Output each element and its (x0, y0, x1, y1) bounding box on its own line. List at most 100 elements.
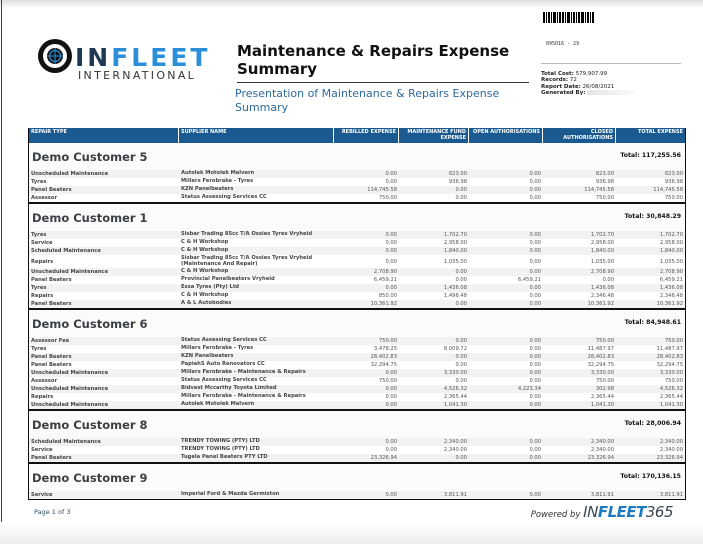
cell-closed-authorisations: 2,340.00 (590, 439, 614, 446)
customer-name: Demo Customer 8 (32, 417, 148, 432)
cell-maintenance-fund-expense: 0.00 (455, 455, 467, 462)
brand-fleet: FLEET (597, 503, 647, 521)
cell-maintenance-fund-expense: 2,340.00 (443, 439, 467, 446)
col-total-expense: TOTAL EXPENSE (637, 129, 683, 135)
cell-maintenance-fund-expense: 1,436.08 (443, 285, 467, 292)
cell-closed-authorisations: 750.00 (595, 378, 614, 385)
generated-by-redacted (587, 89, 636, 95)
cell-repair-type: Tyres (31, 346, 47, 353)
cell-closed-authorisations: 823.00 (595, 171, 614, 177)
cell-maintenance-fund-expense: 3,330.00 (443, 370, 467, 377)
cell-open-authorisations: 4,223.34 (517, 386, 541, 393)
cell-closed-authorisations: 2,340.00 (590, 447, 614, 454)
cell-total-expense: 4,526.32 (659, 386, 683, 393)
cell-total-expense: 1,035.00 (659, 258, 683, 265)
cell-supplier-name: Autolek Motolek Malvern (181, 401, 255, 408)
cell-rebilled-expense: 23,326.94 (370, 455, 397, 462)
title-block: Maintenance & Repairs Expense Summary Pr… (235, 42, 537, 114)
total-cost-label: Total Cost: (541, 71, 574, 77)
cell-open-authorisations: 0.00 (529, 346, 541, 353)
cell-total-expense: 936.98 (664, 179, 683, 185)
cell-rebilled-expense: 0.00 (385, 285, 397, 292)
table-row: Repairs Millers Ferobrake - Maintenance &… (29, 393, 685, 401)
cell-closed-authorisations: 28,402.83 (587, 354, 614, 361)
expense-table: REPAIR TYPE SUPPLIER NAME REBILLED EXPEN… (28, 128, 686, 501)
cell-open-authorisations: 0.00 (529, 492, 541, 499)
cell-closed-authorisations: 0.00 (602, 277, 614, 284)
cell-maintenance-fund-expense: 8,009.72 (443, 346, 467, 353)
cell-closed-authorisations: 1,041.30 (590, 402, 614, 409)
cell-repair-type: Panel Beaters (31, 187, 72, 193)
col-open-authorisations: OPEN AUTHORISATIONS (469, 128, 543, 143)
cell-supplier-name: Status Assessing Services CC (181, 377, 267, 384)
brand-in: IN (583, 503, 598, 521)
cell-closed-authorisations: 2,346.48 (590, 293, 614, 300)
cell-total-expense: 2,708.90 (659, 269, 683, 276)
cell-rebilled-expense: 0.00 (385, 258, 397, 265)
powered-by: Powered by INFLEET365 (531, 503, 674, 521)
cell-repair-type: Repairs (31, 394, 54, 401)
cell-repair-type: Unscheduled Maintenance (31, 171, 109, 177)
cell-maintenance-fund-expense: 823.00 (448, 171, 467, 177)
cell-supplier-name: Tugela Panel Beaters PTY LTD (181, 454, 268, 461)
cell-closed-authorisations: 11,487.97 (587, 346, 614, 353)
report-date-value: 26/08/2021 (582, 83, 615, 90)
table-row: Repairs C & H Workshop 850.00 1,496.48 0.00 2… (29, 292, 685, 300)
table-row: Tyres Millers Ferobrake - Tyres 0.00 936.98… (29, 178, 685, 186)
table-row: Service TRENDY TOWING (PTY) LTD 0.00 2,340.… (29, 446, 685, 454)
cell-total-expense: 823.00 (664, 171, 683, 177)
customer-rows: Scheduled Maintenance TRENDY TOWING (PTY)… (29, 438, 685, 463)
records-label: Records: (541, 77, 569, 84)
cell-rebilled-expense: 32,294.75 (370, 362, 397, 369)
cell-repair-type: Tyres (31, 232, 47, 238)
cell-open-authorisations: 0.00 (529, 248, 541, 254)
cell-rebilled-expense: 0.00 (385, 402, 397, 409)
cell-supplier-name: Millers Ferobrake - Maintenance & Repair… (181, 393, 306, 400)
table-row: Tyres Essa Tyres (Pty) Ltd 0.00 1,436.08 0.0… (29, 284, 685, 293)
cell-supplier-name: C & H Workshop (181, 268, 229, 275)
cell-supplier-name: Provincial Panelbeaters Vryheid (181, 276, 275, 283)
cell-maintenance-fund-expense: 1,496.48 (443, 293, 467, 300)
report-meta: Total Cost: 579,907.99 Records: 72 Repor… (541, 63, 681, 96)
cell-maintenance-fund-expense: 0.00 (455, 338, 467, 345)
table-row: Assessor Fee Status Assessing Services CC… (29, 337, 685, 346)
cell-closed-authorisations: 10,361.92 (587, 301, 614, 308)
customer-rows: Assessor Fee Status Assessing Services CC… (29, 337, 685, 410)
cell-repair-type: Panel Beaters (31, 362, 72, 369)
report-title: Maintenance & Repairs Expense Summary (237, 42, 529, 83)
cell-open-authorisations: 0.00 (529, 269, 541, 276)
cell-supplier-name: C & H Workshop (181, 239, 229, 246)
cell-closed-authorisations: 1,702.70 (590, 232, 614, 238)
top-shadow (0, 0, 703, 8)
cell-supplier-name: C & H Workshop (181, 292, 229, 299)
cell-supplier-name: KZN Panelbeaters (181, 186, 234, 193)
cell-maintenance-fund-expense: 3,811.91 (443, 492, 467, 499)
customer-header: Demo Customer 1 Total: 30,848.29 (29, 204, 685, 231)
brand-365: 365 (645, 503, 674, 521)
customer-group: Demo Customer 9 Total: 170,136.15 Service… (29, 464, 685, 500)
cell-repair-type: Assessor (31, 195, 58, 201)
cell-maintenance-fund-expense: 0.00 (455, 269, 467, 276)
cell-open-authorisations: 0.00 (529, 232, 541, 238)
cell-repair-type: Tyres (31, 285, 47, 292)
cell-rebilled-expense: 114,745.58 (367, 187, 397, 193)
cell-open-authorisations: 0.00 (529, 179, 541, 185)
cell-open-authorisations: 0.00 (529, 378, 541, 385)
barcode-number: 095016 - 29 (546, 41, 580, 47)
page-edge (1, 0, 2, 544)
cell-open-authorisations: 0.00 (529, 171, 541, 177)
customer-name: Demo Customer 1 (32, 210, 148, 225)
cell-rebilled-expense: 0.00 (385, 386, 397, 393)
table-row: Scheduled Maintenance C & H Workshop 0.00 1… (29, 247, 685, 255)
cell-total-expense: 2,340.00 (659, 447, 683, 454)
cell-supplier-name: C & H Workshop (181, 247, 229, 254)
cell-repair-type: Repairs (31, 258, 54, 265)
cell-supplier-name: A & L Autobodies (181, 300, 232, 307)
cell-repair-type: Unscheduled Maintenance (31, 370, 109, 377)
table-row: Unscheduled Maintenance Millers Ferobrake… (29, 369, 685, 378)
cell-repair-type: Tyres (31, 179, 47, 185)
table-row: Repairs Sisbar Trading 85cc T/A Ossies Ty… (29, 255, 685, 268)
cell-open-authorisations: 0.00 (529, 285, 541, 292)
cell-maintenance-fund-expense: 1,041.30 (443, 402, 467, 409)
table-row: Panel Beaters PapiahS Auto Renovators CC 3… (29, 361, 685, 369)
